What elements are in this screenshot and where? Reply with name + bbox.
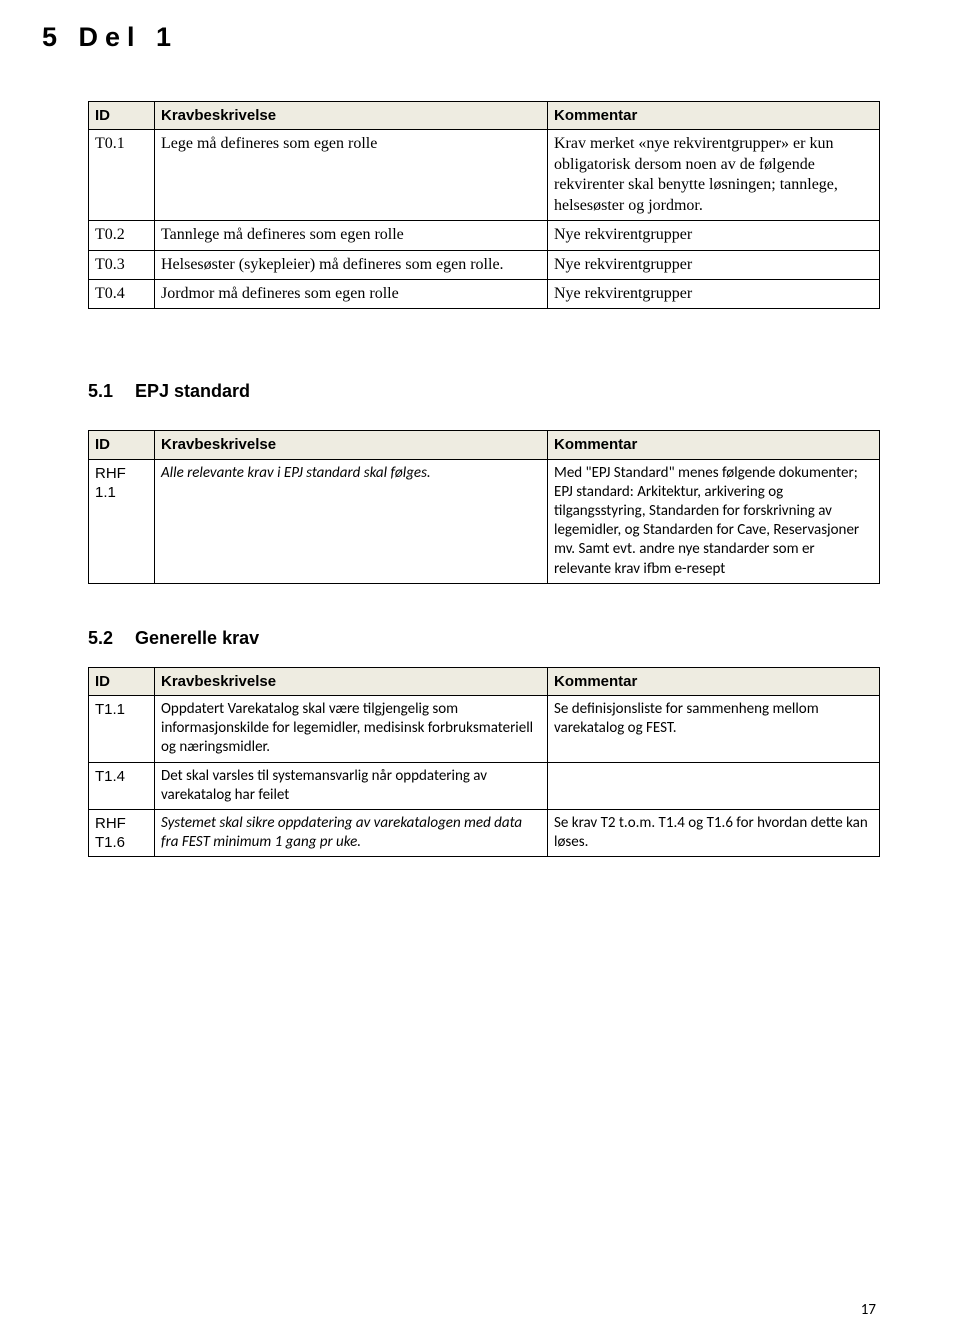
req-comm: Med "EPJ Standard" menes følgende dokume… bbox=[548, 459, 880, 583]
col-header-comm: Kommentar bbox=[548, 431, 880, 459]
req-desc: Tannlege må defineres som egen rolle bbox=[155, 221, 548, 250]
table-row: T1.1 Oppdatert Varekatalog skal være til… bbox=[89, 695, 880, 762]
table-row: RHF 1.1 Alle relevante krav i EPJ standa… bbox=[89, 459, 880, 583]
req-id: T0.3 bbox=[89, 250, 155, 279]
table-row: T1.4 Det skal varsles til systemansvarli… bbox=[89, 762, 880, 809]
section-heading-5-1: 5.1 EPJ standard bbox=[88, 381, 880, 402]
req-comm: Nye rekvirentgrupper bbox=[548, 280, 880, 309]
table-row: T0.2 Tannlege må defineres som egen roll… bbox=[89, 221, 880, 250]
table-row: T0.1 Lege må defineres som egen rolle Kr… bbox=[89, 130, 880, 221]
req-id: RHF T1.6 bbox=[89, 809, 155, 856]
requirements-table-0: ID Kravbeskrivelse Kommentar T0.1 Lege m… bbox=[88, 101, 880, 309]
req-comm: Se krav T2 t.o.m. T1.4 og T1.6 for hvord… bbox=[548, 809, 880, 856]
table-row: T0.3 Helsesøster (sykepleier) må definer… bbox=[89, 250, 880, 279]
req-desc: Jordmor må defineres som egen rolle bbox=[155, 280, 548, 309]
req-id: T0.4 bbox=[89, 280, 155, 309]
table-row: RHF T1.6 Systemet skal sikre oppdatering… bbox=[89, 809, 880, 856]
col-header-id: ID bbox=[89, 102, 155, 130]
col-header-desc: Kravbeskrivelse bbox=[155, 102, 548, 130]
table-header-row: ID Kravbeskrivelse Kommentar bbox=[89, 102, 880, 130]
req-comm: Nye rekvirentgrupper bbox=[548, 221, 880, 250]
heading-text: EPJ standard bbox=[135, 381, 250, 401]
req-comm: Krav merket «nye rekvirentgrupper» er ku… bbox=[548, 130, 880, 221]
col-header-desc: Kravbeskrivelse bbox=[155, 431, 548, 459]
requirements-table-1: ID Kravbeskrivelse Kommentar RHF 1.1 All… bbox=[88, 430, 880, 583]
col-header-comm: Kommentar bbox=[548, 102, 880, 130]
page-number: 17 bbox=[861, 1301, 876, 1319]
requirements-table-2: ID Kravbeskrivelse Kommentar T1.1 Oppdat… bbox=[88, 667, 880, 858]
heading-number: 5.2 bbox=[88, 628, 130, 649]
req-desc: Oppdatert Varekatalog skal være tilgjeng… bbox=[155, 695, 548, 762]
col-header-desc: Kravbeskrivelse bbox=[155, 667, 548, 695]
heading-text: Generelle krav bbox=[135, 628, 259, 648]
table-row: T0.4 Jordmor må defineres som egen rolle… bbox=[89, 280, 880, 309]
document-page: 5 Del 1 ID Kravbeskrivelse Kommentar T0.… bbox=[0, 0, 960, 1341]
heading-number: 5.1 bbox=[88, 381, 130, 402]
col-header-id: ID bbox=[89, 431, 155, 459]
req-comm: Nye rekvirentgrupper bbox=[548, 250, 880, 279]
table-header-row: ID Kravbeskrivelse Kommentar bbox=[89, 667, 880, 695]
req-desc: Alle relevante krav i EPJ standard skal … bbox=[155, 459, 548, 583]
req-comm bbox=[548, 762, 880, 809]
req-desc: Lege må defineres som egen rolle bbox=[155, 130, 548, 221]
req-desc: Systemet skal sikre oppdatering av varek… bbox=[155, 809, 548, 856]
section-heading-5-2: 5.2 Generelle krav bbox=[88, 628, 880, 649]
req-id: T1.1 bbox=[89, 695, 155, 762]
table-header-row: ID Kravbeskrivelse Kommentar bbox=[89, 431, 880, 459]
req-desc: Det skal varsles til systemansvarlig når… bbox=[155, 762, 548, 809]
section-heading-5: 5 Del 1 bbox=[42, 22, 880, 53]
col-header-comm: Kommentar bbox=[548, 667, 880, 695]
col-header-id: ID bbox=[89, 667, 155, 695]
req-id: T1.4 bbox=[89, 762, 155, 809]
req-comm: Se definisjonsliste for sammenheng mello… bbox=[548, 695, 880, 762]
req-desc: Helsesøster (sykepleier) må defineres so… bbox=[155, 250, 548, 279]
req-id: T0.2 bbox=[89, 221, 155, 250]
req-id: RHF 1.1 bbox=[89, 459, 155, 583]
req-id: T0.1 bbox=[89, 130, 155, 221]
